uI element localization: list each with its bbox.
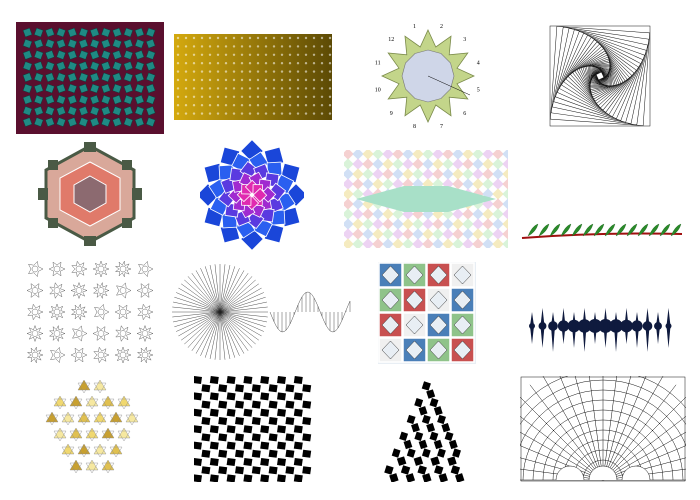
hexagonal-star-mosaic bbox=[38, 142, 142, 246]
gold-hexagram-pattern bbox=[44, 378, 140, 478]
star-number-label: 12 bbox=[388, 37, 394, 43]
maroon-teal-islamic-pattern bbox=[16, 22, 164, 134]
star-number-label: 3 bbox=[463, 37, 466, 43]
star-number-label: 9 bbox=[390, 111, 393, 117]
blue-magenta-rosette bbox=[200, 140, 304, 250]
spiral-squares-line-art bbox=[548, 24, 652, 128]
star-number-label: 6 bbox=[463, 111, 466, 117]
star-number-label: 5 bbox=[477, 88, 480, 94]
pastel-diamond-lattice bbox=[344, 150, 508, 248]
star-number-label: 11 bbox=[375, 61, 381, 67]
star-number-label: 10 bbox=[375, 88, 381, 94]
star-number-label: 4 bbox=[477, 61, 480, 67]
spiral-wave-line-drawing bbox=[170, 262, 352, 366]
numbered-twelve-point-star: 1 2 3 4 5 6 7 8 9 10 11 12 bbox=[372, 20, 482, 132]
interlaced-star-tile bbox=[378, 262, 476, 364]
rosette-catalog-grid bbox=[24, 258, 158, 366]
gold-gradient-tile-grid bbox=[174, 32, 334, 122]
polar-grid-arches bbox=[520, 376, 686, 482]
star-number-label: 8 bbox=[413, 124, 416, 130]
black-white-checker-tessellation bbox=[194, 376, 312, 482]
green-vine-branch bbox=[520, 222, 684, 248]
star-number-label: 7 bbox=[440, 124, 443, 130]
star-number-label: 1 bbox=[413, 24, 416, 30]
star-number-label: 2 bbox=[440, 24, 443, 30]
navy-spiky-fractal bbox=[518, 300, 686, 364]
triangle-checker-warp bbox=[376, 378, 478, 482]
